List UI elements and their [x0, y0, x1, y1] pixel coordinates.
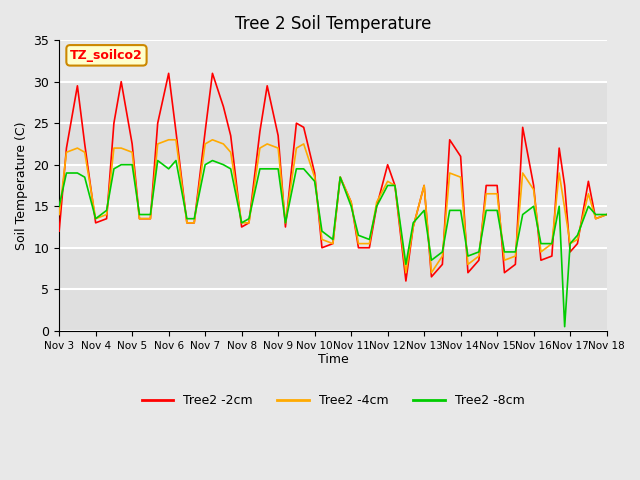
Tree2 -8cm [55, 204, 63, 209]
Tree2 -8cm [561, 324, 568, 330]
Line: Tree2 -4cm: Tree2 -4cm [59, 140, 607, 273]
Tree2 -8cm [172, 157, 180, 163]
Tree2 -4cm [172, 137, 180, 143]
Tree2 -2cm [172, 129, 180, 134]
Text: TZ_soilco2: TZ_soilco2 [70, 49, 143, 62]
Tree2 -8cm [209, 157, 216, 163]
Tree2 -2cm [556, 145, 563, 151]
Title: Tree 2 Soil Temperature: Tree 2 Soil Temperature [235, 15, 431, 33]
Tree2 -8cm [154, 157, 161, 163]
Bar [59, 248, 607, 331]
Tree2 -4cm [190, 220, 198, 226]
Tree2 -8cm [548, 241, 556, 247]
Bar [59, 165, 607, 248]
Tree2 -2cm [603, 212, 611, 217]
Tree2 -8cm [337, 174, 344, 180]
Tree2 -2cm [402, 278, 410, 284]
X-axis label: Time: Time [317, 353, 348, 366]
Tree2 -4cm [548, 241, 556, 247]
Bar [59, 40, 607, 82]
Tree2 -2cm [337, 174, 344, 180]
Tree2 -4cm [165, 137, 173, 143]
Tree2 -2cm [165, 71, 173, 76]
Line: Tree2 -8cm: Tree2 -8cm [59, 160, 607, 327]
Tree2 -2cm [55, 228, 63, 234]
Tree2 -8cm [103, 207, 111, 213]
Tree2 -4cm [55, 212, 63, 217]
Tree2 -4cm [355, 241, 362, 247]
Tree2 -8cm [402, 262, 410, 267]
Tree2 -4cm [402, 270, 410, 276]
Tree2 -2cm [410, 224, 417, 230]
Tree2 -4cm [391, 182, 399, 188]
Tree2 -2cm [209, 71, 216, 76]
Tree2 -8cm [603, 212, 611, 217]
Bar [59, 82, 607, 165]
Tree2 -4cm [256, 145, 264, 151]
Tree2 -2cm [103, 216, 111, 222]
Legend: Tree2 -2cm, Tree2 -4cm, Tree2 -8cm: Tree2 -2cm, Tree2 -4cm, Tree2 -8cm [136, 389, 529, 412]
Line: Tree2 -2cm: Tree2 -2cm [59, 73, 607, 281]
Tree2 -4cm [603, 212, 611, 217]
Y-axis label: Soil Temperature (C): Soil Temperature (C) [15, 121, 28, 250]
